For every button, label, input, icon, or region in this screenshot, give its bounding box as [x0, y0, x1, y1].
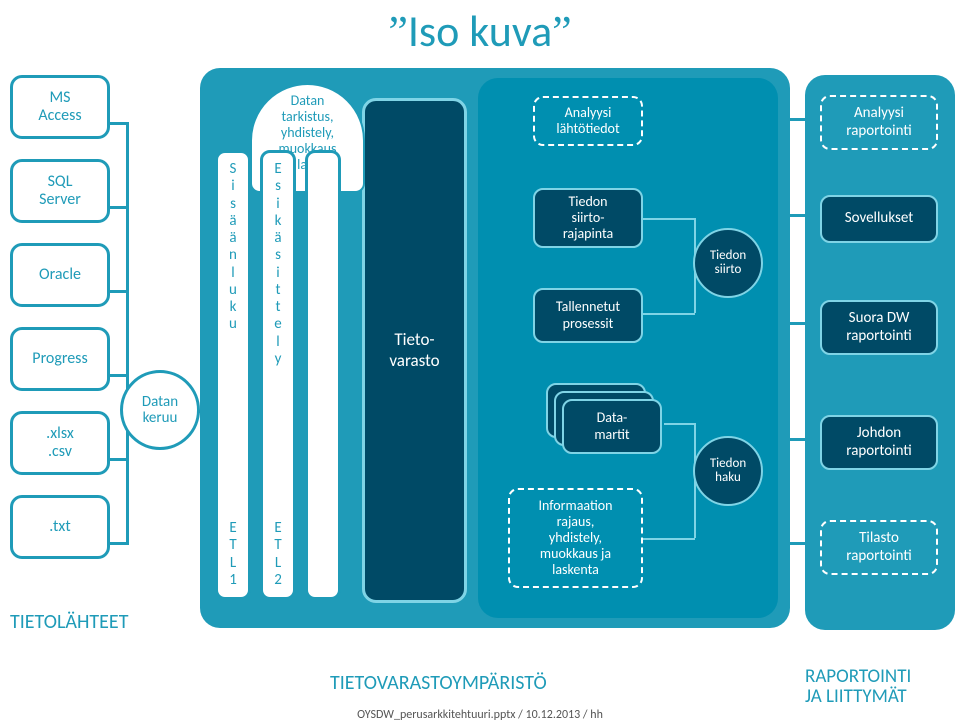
outputs-column: Analyysiraportointi Sovellukset Suora DW…: [805, 75, 955, 630]
connector-line: [108, 206, 128, 209]
tietovarasto-box: Tieto-varasto: [362, 98, 467, 603]
connector-vline: [126, 122, 129, 545]
etl-group: Datantarkistus,yhdistely,muokkausja lata…: [215, 138, 365, 608]
inner-group: Analyysilähtötiedot Tiedonsiirto-rajapin…: [478, 78, 778, 618]
footer-text: OYSDW_perusarkkitehtuuri.pptx / 10.12.20…: [0, 708, 960, 722]
output-tilasto-raportointi: Tilastoraportointi: [820, 520, 938, 575]
datan-keruu-circle: Datankeruu: [120, 370, 200, 450]
etl-col-1: Sisäänluku ETL1: [215, 150, 251, 600]
title-text: Iso kuva: [408, 4, 552, 58]
connector-line: [108, 542, 128, 545]
analyysi-lahtotiedot-box: Analyysilähtötiedot: [533, 96, 643, 146]
etl-col-3: [305, 150, 341, 600]
output-johdon-raportointi: Johdonraportointi: [820, 415, 938, 470]
diagram-container: MSAccess SQLServer Oracle Progress .xlsx…: [0, 60, 960, 655]
outputs-label: RAPORTOINTIJA LIITTYMÄT: [805, 667, 911, 707]
sources-column: MSAccess SQLServer Oracle Progress .xlsx…: [10, 75, 130, 579]
connector-line: [108, 374, 128, 377]
inner-connector: [643, 538, 695, 540]
connector-line: [108, 458, 128, 461]
source-ms-access: MSAccess: [10, 75, 110, 139]
inner-connector: [643, 313, 695, 315]
datamartit-stack: Data-martit: [546, 383, 656, 463]
output-analyysi-raportointi: Analyysiraportointi: [820, 95, 938, 150]
diagram-title: ”Iso kuva”: [0, 4, 960, 58]
source-xlsx-csv: .xlsx.csv: [10, 411, 110, 475]
open-quote: ”: [388, 7, 408, 56]
source-txt: .txt: [10, 495, 110, 559]
etl-col-2-bottom: ETL2: [263, 520, 293, 589]
source-oracle: Oracle: [10, 243, 110, 307]
close-quote: ”: [552, 7, 572, 56]
source-sql-server: SQLServer: [10, 159, 110, 223]
connector-line: [108, 290, 128, 293]
etl-col-2-top: Esikäsittely: [263, 161, 293, 368]
etl-col-1-top: Sisäänluku: [218, 161, 248, 334]
output-sovellukset: Sovellukset: [820, 195, 938, 243]
tiedon-siirto-circle: Tiedonsiirto: [693, 228, 763, 298]
sources-label: TIETOLÄHTEET: [10, 610, 128, 634]
connector-line: [108, 122, 128, 125]
etl-col-1-bottom: ETL1: [218, 520, 248, 589]
environment-block: Datantarkistus,yhdistely,muokkausja lata…: [200, 68, 790, 628]
output-suora-dw: Suora DWraportointi: [820, 300, 938, 355]
etl-col-2: Esikäsittely ETL2: [260, 150, 296, 600]
tallennetut-prosessit-box: Tallennetutprosessit: [533, 288, 643, 343]
environment-label: TIETOVARASTOYMPÄRISTÖ: [330, 671, 547, 695]
tiedon-siirto-rajapinta-box: Tiedonsiirto-rajapinta: [533, 188, 643, 248]
source-progress: Progress: [10, 327, 110, 391]
informaation-rajaus-box: Informaationrajaus,yhdistely,muokkaus ja…: [508, 488, 643, 588]
datamart-top: Data-martit: [562, 399, 662, 454]
tiedon-haku-circle: Tiedonhaku: [693, 436, 763, 506]
inner-connector: [664, 423, 695, 425]
inner-connector: [643, 218, 695, 220]
